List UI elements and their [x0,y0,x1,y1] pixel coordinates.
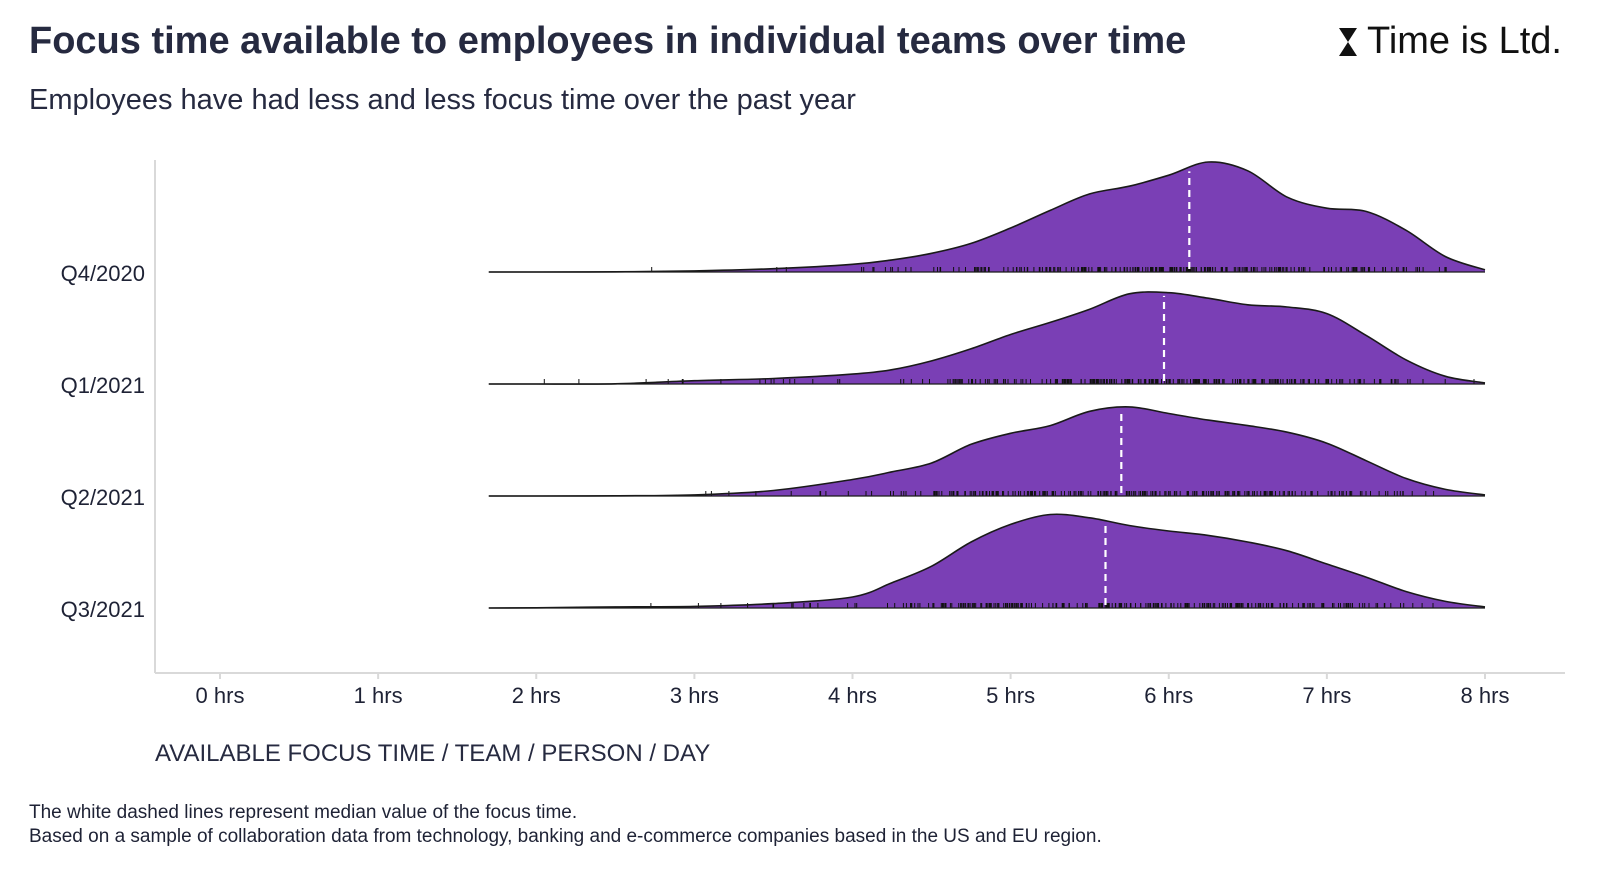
footnote-sample: Based on a sample of collaboration data … [29,826,1102,847]
x-tick-label: 7 hrs [1302,683,1351,708]
density-outline [488,513,1486,609]
rug-ticks [651,267,1447,272]
density-area [488,161,1485,272]
x-tick-label: 6 hrs [1144,683,1193,708]
y-tick-label: Q4/2020 [61,261,145,286]
x-tick-label: 3 hrs [670,683,719,708]
y-tick-label: Q1/2021 [61,373,145,398]
density-area [488,291,1485,385]
x-axis-label: AVAILABLE FOCUS TIME / TEAM / PERSON / D… [155,740,711,767]
ridge-Q3-2021 [488,513,1486,609]
y-tick-label: Q3/2021 [61,597,145,622]
density-outline [488,161,1486,273]
x-tick-label: 8 hrs [1461,683,1510,708]
density-area [488,406,1485,496]
density-outline [488,406,1486,497]
ridge-Q4-2020 [488,161,1486,273]
x-tick-label: 2 hrs [512,683,561,708]
rug-ticks [650,603,1434,608]
density-area [488,514,1485,608]
x-tick-label: 1 hrs [354,683,403,708]
logo-text: Time is Ltd. [1367,20,1562,62]
y-tick-label: Q2/2021 [61,485,145,510]
ridge-Q1-2021 [488,291,1486,385]
x-tick-label: 0 hrs [196,683,245,708]
density-outline [488,291,1486,385]
chart-title: Focus time available to employees in ind… [29,20,1187,62]
hourglass-icon [1339,27,1358,56]
footnote-median: The white dashed lines represent median … [29,802,578,823]
chart-subtitle: Employees have had less and less focus t… [29,84,856,116]
x-tick-label: 5 hrs [986,683,1035,708]
rug-ticks [705,491,1435,496]
ridge-Q2-2021 [488,406,1486,497]
rug-ticks [543,379,1475,384]
brand-logo: Time is Ltd. [1337,20,1562,63]
x-tick-label: 4 hrs [828,683,877,708]
